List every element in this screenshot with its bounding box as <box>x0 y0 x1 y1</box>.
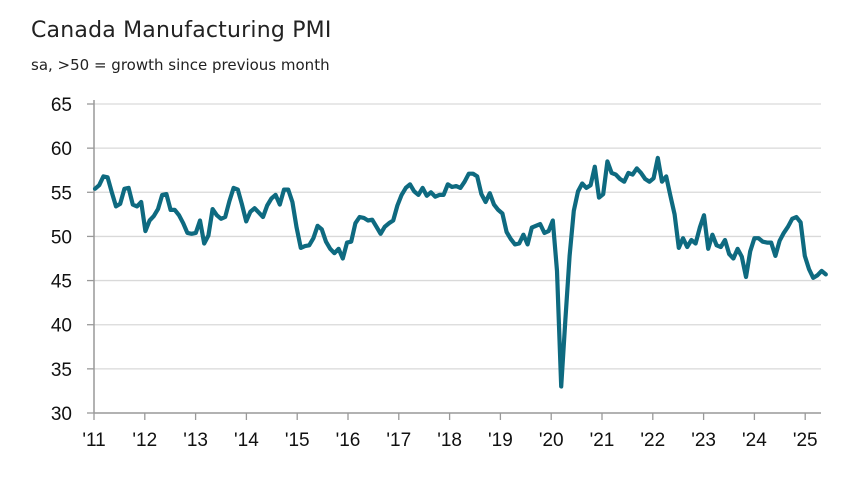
y-tick-label: 35 <box>51 360 72 381</box>
y-tick-label: 45 <box>51 272 72 293</box>
x-tick-label: '24 <box>742 430 767 451</box>
x-tick-label: '22 <box>640 430 665 451</box>
y-tick-label: 60 <box>51 139 72 160</box>
y-tick-label: 55 <box>51 183 72 204</box>
x-tick-label: '19 <box>488 430 513 451</box>
x-tick-label: '11 <box>82 430 105 451</box>
x-tick-label: '25 <box>793 430 818 451</box>
chart-title: Canada Manufacturing PMI <box>31 18 332 43</box>
y-tick-label: 30 <box>51 404 72 425</box>
x-axis: '11 '12 '13 '14 '15 '16 '17 '18 '19 '20 '21 '22 '23 '… <box>82 412 821 451</box>
x-tick-label: '14 <box>234 430 259 451</box>
chart-subtitle: sa, >50 = growth since previous month <box>31 56 330 74</box>
x-tick-label: '15 <box>285 430 310 451</box>
y-tick-label: 40 <box>51 316 72 337</box>
x-tick-label: '12 <box>132 430 157 451</box>
y-tick-label: 65 <box>51 95 72 116</box>
x-tick-label: '20 <box>539 430 564 451</box>
y-tick-label: 50 <box>51 227 72 248</box>
x-tick-label: '13 <box>183 430 208 451</box>
gridlines <box>94 103 821 370</box>
x-tick-label: '18 <box>437 430 462 451</box>
x-tick-label: '21 <box>590 430 615 451</box>
x-tick-label: '16 <box>336 430 361 451</box>
x-tick-label: '17 <box>386 430 411 451</box>
y-axis: 30 35 40 45 50 55 60 65 <box>51 95 95 425</box>
x-tick-label: '23 <box>691 430 716 451</box>
series-layer <box>92 155 828 389</box>
series-line-pmi <box>92 155 828 389</box>
